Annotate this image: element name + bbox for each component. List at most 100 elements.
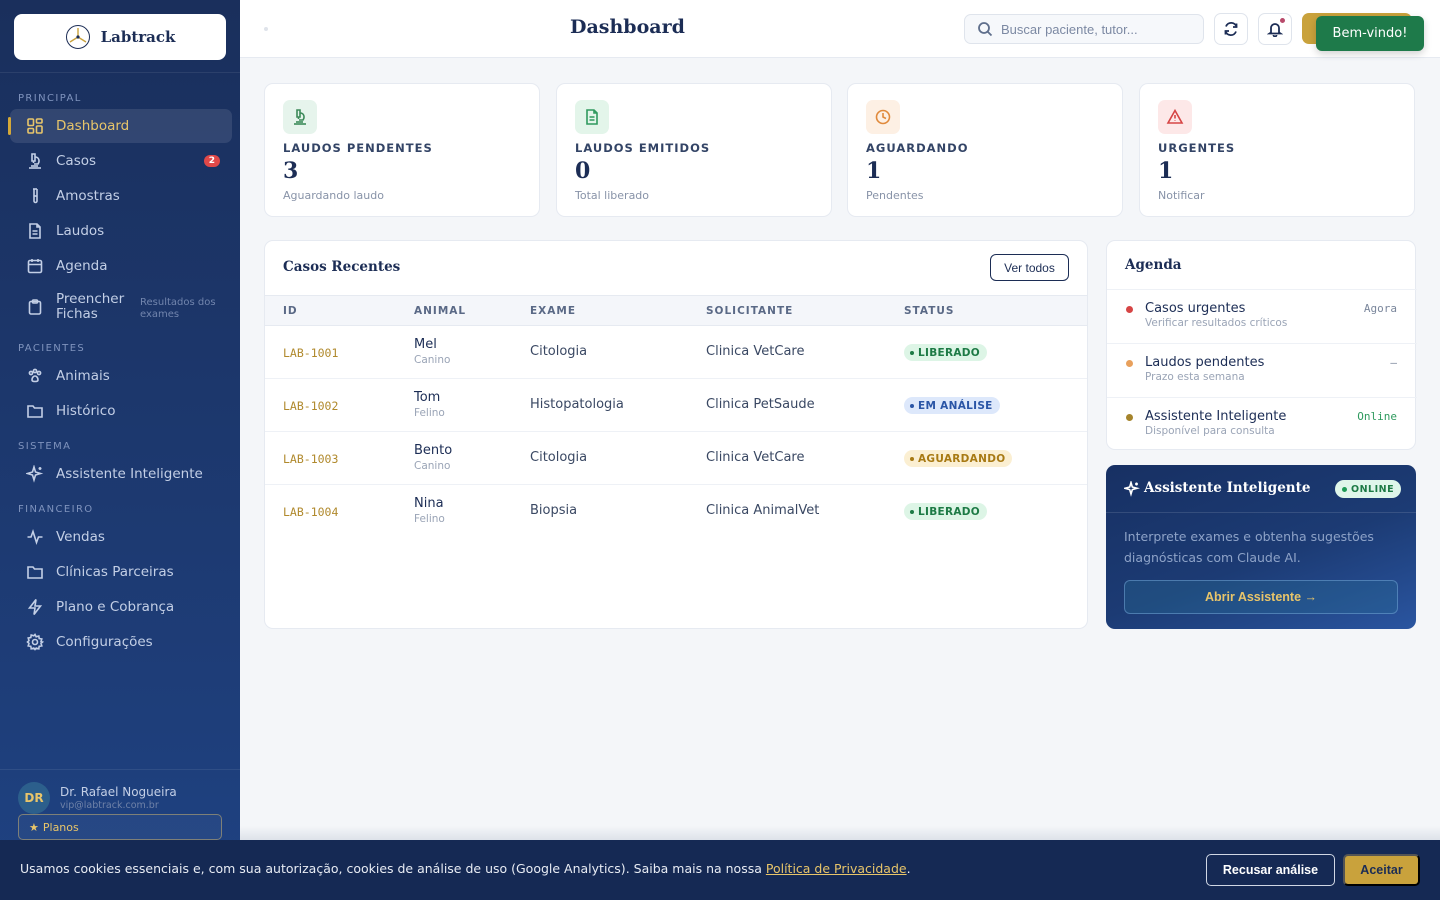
status-badge: LIBERADO [904,344,988,361]
sidebar-item-amostras[interactable]: Amostras [10,179,232,213]
page-title: Dashboard [570,16,685,38]
refuse-analytics-button[interactable]: Recusar análise [1206,854,1335,886]
avatar[interactable]: DR [18,782,50,814]
notifications-button[interactable] [1258,13,1292,45]
status-badge: AGUARDANDO [904,450,1013,467]
sidebar-item-label: Amostras [56,188,120,204]
animal-name: Nina [414,496,444,511]
sparkle-icon [26,465,44,483]
sidebar-item-animais[interactable]: Animais [10,359,232,393]
privacy-policy-link[interactable]: Política de Privacidade [765,861,907,876]
sidebar-item-plano-cobranca[interactable]: Plano e Cobrança [10,590,232,624]
sidebar-item-laudos[interactable]: Laudos [10,214,232,248]
pending-dot-icon [1126,360,1133,367]
stat-card-aguardando[interactable]: AGUARDANDO 1 Pendentes [847,83,1123,217]
requester: Clinica VetCare [706,344,805,359]
sidebar-item-configuracoes[interactable]: Configurações [10,625,232,659]
labtrack-logo-icon [65,25,90,49]
stat-value: 0 [575,158,591,184]
view-all-button[interactable]: Ver todos [990,254,1069,281]
animal-name: Mel [414,337,437,352]
folder-icon [26,563,44,581]
stat-subtitle: Aguardando laudo [283,189,384,202]
online-status-badge: ONLINE [1335,480,1402,498]
stat-card-urgentes[interactable]: URGENTES 1 Notificar [1139,83,1415,217]
table-row[interactable]: LAB-1001 Mel Canino Citologia Clinica Ve… [265,326,1087,379]
folder-icon [26,402,44,420]
animal-species: Felino [414,407,445,419]
case-id[interactable]: LAB-1004 [283,505,339,519]
animal-species: Canino [414,354,451,366]
sidebar-section-financeiro: FINANCEIRO [18,504,94,515]
agenda-item-time: — [1390,356,1397,369]
case-id[interactable]: LAB-1003 [283,452,339,466]
sidebar-item-note: Resultados dos exames [140,297,216,320]
document-icon [575,100,609,134]
cookie-banner: Usamos cookies essenciais e, com sua aut… [0,840,1440,900]
test-tube-icon [26,187,44,205]
sidebar-item-agenda[interactable]: Agenda [10,249,232,283]
sidebar-item-label: Plano e Cobrança [56,599,175,615]
accept-cookies-button[interactable]: Aceitar [1343,854,1420,886]
refresh-button[interactable] [1214,13,1248,45]
sidebar-item-casos[interactable]: Casos 2 [10,144,232,178]
assistant-description: Interprete exames e obtenha sugestões di… [1124,529,1374,565]
column-header-exame[interactable]: EXAME [530,305,577,317]
dashboard-grid-icon [26,117,44,135]
sidebar-item-preencher-fichas[interactable]: Preencher Fichas Resultados dos exames [10,290,232,324]
star-icon: ★ [29,820,39,834]
refresh-icon [1224,21,1238,37]
column-header-status[interactable]: STATUS [904,305,955,317]
case-id[interactable]: LAB-1002 [283,399,339,413]
sidebar-item-label: Preencher Fichas [56,291,125,322]
recent-cases-title: Casos Recentes [283,259,401,275]
menu-toggle-dot[interactable] [264,27,268,31]
stat-card-laudos-emitidos[interactable]: LAUDOS EMITIDOS 0 Total liberado [556,83,832,217]
search-box[interactable] [964,14,1204,44]
stat-subtitle: Total liberado [575,189,650,202]
search-input[interactable] [1001,21,1191,37]
table-row[interactable]: LAB-1004 Nina Felino Biopsia Clinica Ani… [265,485,1087,538]
column-header-solicitante[interactable]: SOLICITANTE [706,305,794,317]
agenda-item-title[interactable]: Laudos pendentes [1145,355,1265,370]
sidebar-item-clinicas-parceiras[interactable]: Clínicas Parceiras [10,555,232,589]
sidebar-item-dashboard[interactable]: Dashboard [8,109,232,143]
open-assistant-button[interactable]: Abrir Assistente → [1124,580,1398,614]
agenda-item-title[interactable]: Assistente Inteligente [1145,409,1287,424]
sidebar-section-pacientes: PACIENTES [18,343,86,354]
sidebar-divider [0,72,240,73]
cookie-bar-shadow [240,826,1440,840]
brand-logo[interactable]: Labtrack [14,14,226,60]
status-badge: EM ANÁLISE [904,397,1000,414]
table-row[interactable]: LAB-1003 Bento Canino Citologia Clinica … [265,432,1087,485]
exam-type: Citologia [530,344,588,359]
agenda-item-status: Online [1357,410,1397,423]
lightning-icon [26,598,44,616]
sidebar-item-historico[interactable]: Histórico [10,394,232,428]
sidebar-item-label: Histórico [56,403,116,419]
animal-species: Felino [414,513,445,525]
stat-card-laudos-pendentes[interactable]: LAUDOS PENDENTES 3 Aguardando laudo [264,83,540,217]
column-header-animal[interactable]: ANIMAL [414,305,467,317]
sidebar-section-sistema: SISTEMA [18,441,72,452]
table-row[interactable]: LAB-1002 Tom Felino Histopatologia Clini… [265,379,1087,432]
cases-count-badge: 2 [203,155,220,167]
agenda-divider [1107,289,1417,290]
plans-button[interactable]: ★ Planos [18,814,222,840]
clock-icon [866,100,900,134]
column-header-id[interactable]: ID [283,305,298,317]
calendar-icon [26,257,44,275]
case-id[interactable]: LAB-1001 [283,346,339,360]
gear-icon [26,633,44,651]
stat-label: URGENTES [1158,141,1236,155]
agenda-title: Agenda [1125,257,1182,273]
cookie-text: Usamos cookies essenciais e, com sua aut… [20,861,766,876]
agenda-item-subtitle: Prazo esta semana [1145,371,1245,383]
user-name: Dr. Rafael Nogueira [60,785,177,799]
requester: Clinica AnimalVet [706,503,820,518]
sidebar-item-assistente[interactable]: Assistente Inteligente [10,457,232,491]
stat-value: 3 [283,158,299,184]
stat-label: LAUDOS PENDENTES [283,141,433,155]
agenda-item-title[interactable]: Casos urgentes [1145,301,1246,316]
sidebar-item-vendas[interactable]: Vendas [10,520,232,554]
